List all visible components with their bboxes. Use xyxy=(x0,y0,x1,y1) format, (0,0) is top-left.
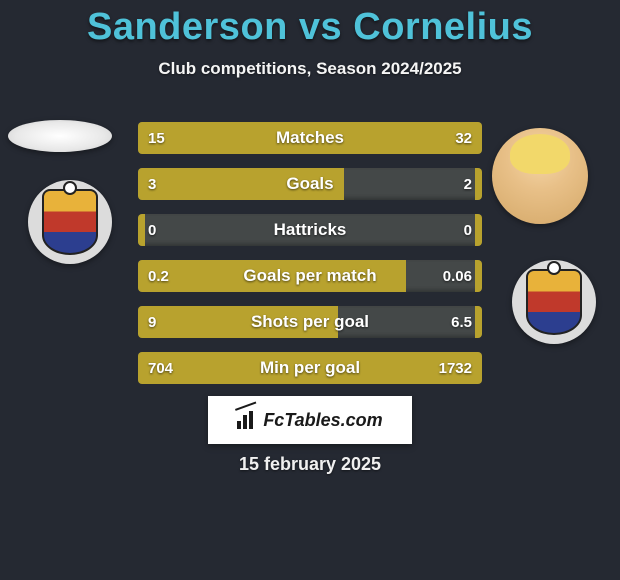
stat-label: Goals per match xyxy=(138,260,482,292)
stat-value-left: 0 xyxy=(138,214,166,246)
stat-value-left: 0.2 xyxy=(138,260,179,292)
stat-row: Hattricks0 0 xyxy=(138,214,482,246)
stat-value-left: 15 xyxy=(138,122,175,154)
branding-badge: FcTables.com xyxy=(208,396,412,444)
comparison-bars: Matches1532Goals32Hattricks00Goals per m… xyxy=(138,122,482,398)
stat-value-right: 0.06 xyxy=(433,260,482,292)
stat-label: Goals xyxy=(138,168,482,200)
stat-value-right: 6.5 xyxy=(441,306,482,338)
stat-row: Goals per match0.2 0.06 xyxy=(138,260,482,292)
stat-value-right: 32 xyxy=(445,122,482,154)
player-left-avatar xyxy=(8,120,112,152)
date-text: 15 february 2025 xyxy=(0,454,620,475)
stat-row: Matches15 32 xyxy=(138,122,482,154)
chart-icon xyxy=(237,411,257,429)
stat-value-left: 9 xyxy=(138,306,166,338)
stat-label: Shots per goal xyxy=(138,306,482,338)
stat-row: Shots per goal9 6.5 xyxy=(138,306,482,338)
stat-value-left: 3 xyxy=(138,168,166,200)
stat-value-right: 0 xyxy=(454,214,482,246)
player-right-avatar xyxy=(492,128,588,224)
club-left-crest xyxy=(28,180,112,264)
stat-value-right: 2 xyxy=(454,168,482,200)
subtitle: Club competitions, Season 2024/2025 xyxy=(0,59,620,79)
page-title: Sanderson vs Cornelius xyxy=(0,0,620,49)
stat-row: Min per goal7041732 xyxy=(138,352,482,384)
stat-value-left: 704 xyxy=(138,352,183,384)
stat-value-right: 1732 xyxy=(429,352,482,384)
branding-text: FcTables.com xyxy=(263,410,382,431)
stat-row: Goals3 2 xyxy=(138,168,482,200)
club-right-crest xyxy=(512,260,596,344)
stat-label: Hattricks xyxy=(138,214,482,246)
stat-label: Matches xyxy=(138,122,482,154)
